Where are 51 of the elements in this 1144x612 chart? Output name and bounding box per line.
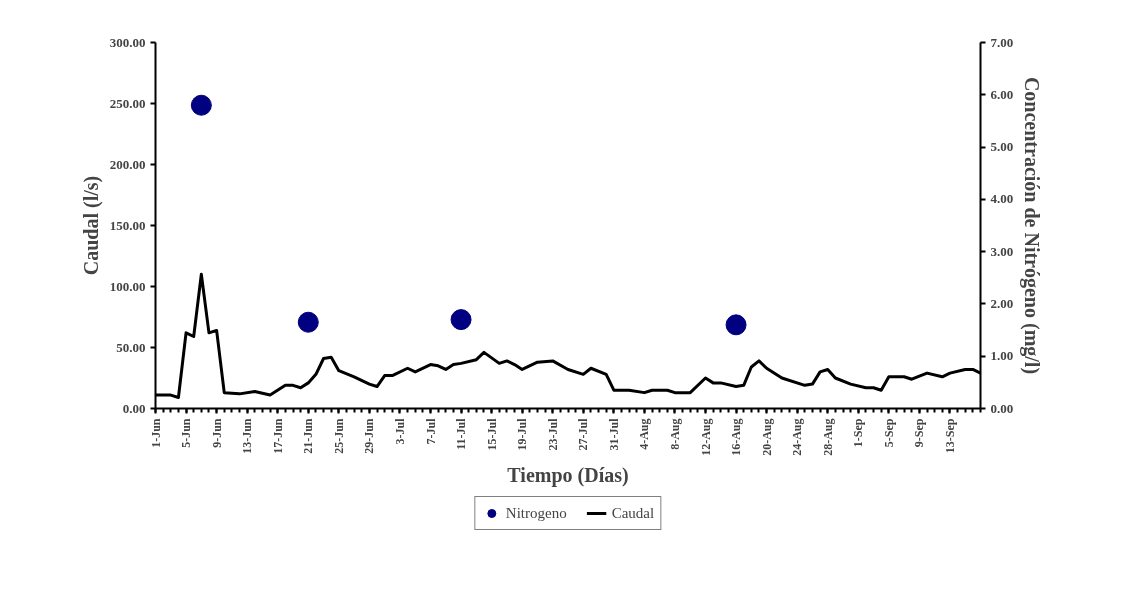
x-tick-label: 23-Jul <box>545 417 560 451</box>
x-tick-label: 16-Aug <box>729 418 744 456</box>
y2-tick-label: 1.00 <box>990 348 1014 364</box>
y2-tick-label: 5.00 <box>990 139 1014 155</box>
x-tick-label: 3-Jul <box>392 417 407 445</box>
x-tick-label: 19-Jul <box>515 417 530 451</box>
x-tick-label: 13-Jun <box>240 418 255 454</box>
point <box>297 311 319 333</box>
x-tick-label: 9-Jun <box>209 418 224 448</box>
x-axis-title: Tiempo (Días) <box>507 463 629 487</box>
x-tick-label: 13-Sep <box>942 418 957 454</box>
y-tick-label: 50.00 <box>116 339 146 355</box>
point <box>190 94 212 116</box>
x-tick-label: 12-Aug <box>698 418 713 456</box>
x-tick-label: 11-Jul <box>454 417 469 450</box>
x-tick-label: 1-Jun <box>148 418 163 448</box>
x-tick-label: 1-Sep <box>851 418 866 448</box>
y-tick-label: 100.00 <box>109 278 146 294</box>
legend-label: Caudal <box>611 504 655 522</box>
x-tick-label: 28-Aug <box>820 418 835 456</box>
x-tick-label: 20-Aug <box>759 418 774 456</box>
x-tick-label: 21-Jun <box>301 418 316 454</box>
point <box>725 314 747 336</box>
y2-tick-label: 4.00 <box>990 191 1014 207</box>
x-tick-label: 7-Jul <box>423 417 438 445</box>
x-tick-label: 15-Jul <box>484 417 499 451</box>
x-tick-label: 5-Jun <box>179 418 194 448</box>
y-axis-title: Caudal (l/s) <box>79 175 103 276</box>
x-tick-label: 8-Aug <box>667 418 682 450</box>
y-tick-label: 0.00 <box>122 400 146 416</box>
y2-tick-label: 2.00 <box>990 295 1014 311</box>
y2-tick-label: 7.00 <box>990 34 1014 50</box>
y-tick-label: 150.00 <box>109 217 146 233</box>
x-tick-label: 5-Sep <box>881 418 896 448</box>
y2-tick-label: 0.00 <box>990 400 1014 416</box>
x-tick-label: 27-Jul <box>576 417 591 451</box>
x-tick-label: 25-Jun <box>331 418 346 454</box>
y2-axis-title: Concentración de Nitrógeno (mg/l) <box>1020 76 1044 375</box>
y-tick-label: 200.00 <box>109 156 146 172</box>
y2-tick-label: 3.00 <box>990 243 1014 259</box>
legend-label: Nitrogeno <box>505 504 567 522</box>
x-tick-label: 4-Aug <box>637 418 652 450</box>
x-tick-label: 24-Aug <box>790 418 805 456</box>
y-tick-label: 300.00 <box>109 34 146 50</box>
x-tick-label: 31-Jul <box>606 417 621 451</box>
x-tick-label: 17-Jun <box>270 418 285 454</box>
point <box>450 309 472 331</box>
y2-tick-label: 6.00 <box>990 86 1014 102</box>
y-tick-label: 250.00 <box>109 95 146 111</box>
x-tick-label: 29-Jun <box>362 418 377 454</box>
x-tick-label: 9-Sep <box>912 418 927 448</box>
